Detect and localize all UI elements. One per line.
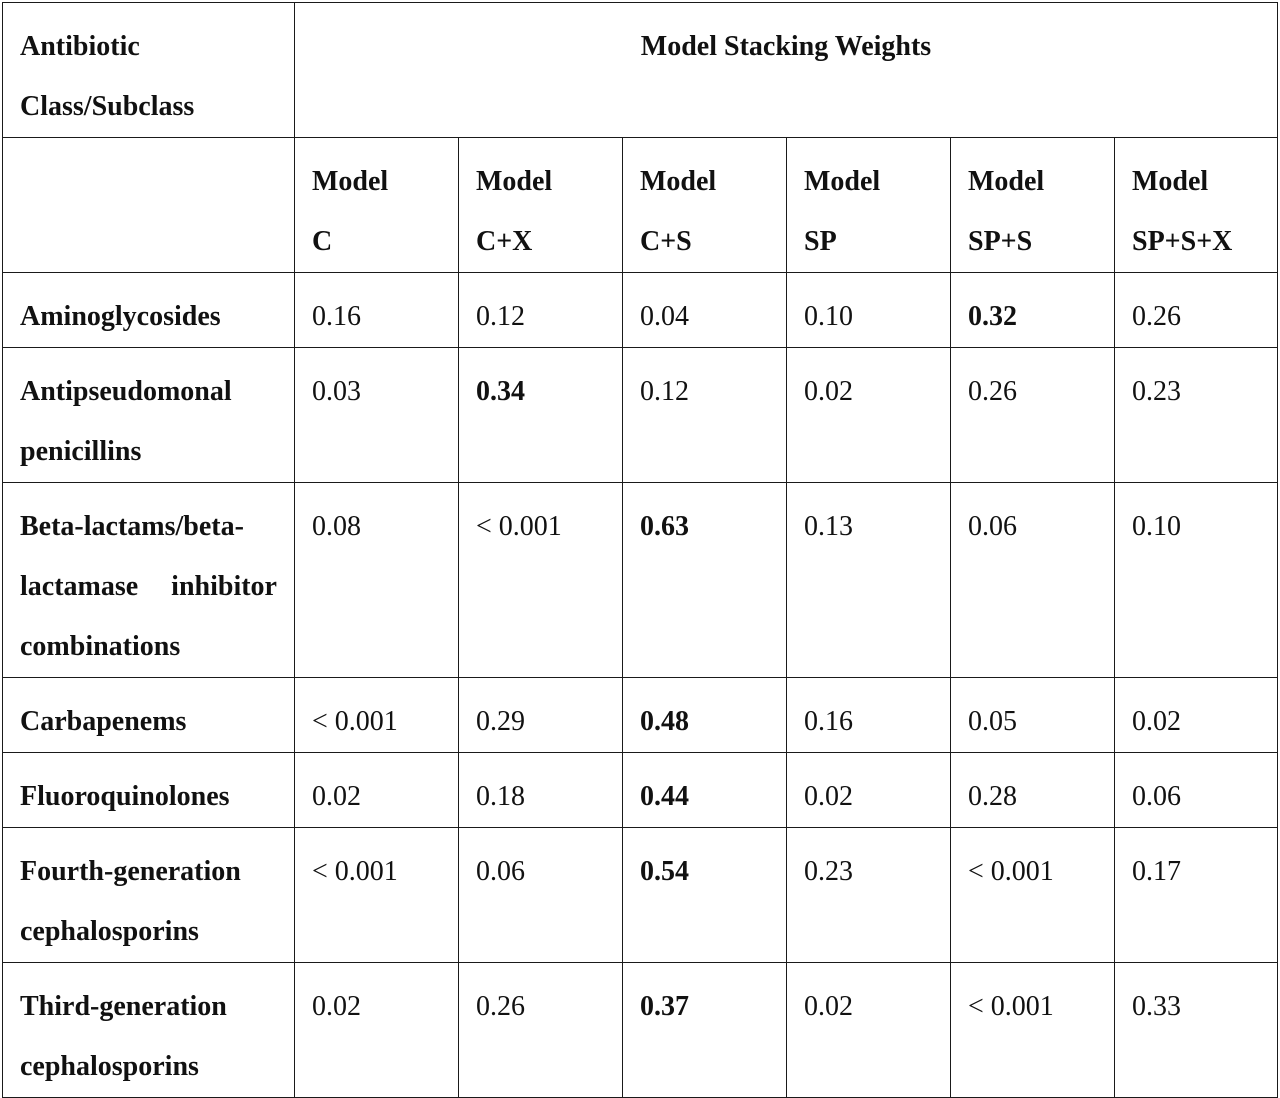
table-cell: 0.03 xyxy=(294,347,459,483)
table-cell: 0.10 xyxy=(786,272,951,348)
column-header: Model SP xyxy=(786,137,951,273)
table-cell: < 0.001 xyxy=(950,827,1115,963)
table-cell: 0.63 xyxy=(622,482,787,678)
table-cell: 0.29 xyxy=(458,677,623,753)
table-cell: 0.10 xyxy=(1114,482,1278,678)
table-cell: 0.23 xyxy=(786,827,951,963)
row-label: Third-generation cephalosporins xyxy=(2,962,295,1098)
table-cell: 0.18 xyxy=(458,752,623,828)
table-row: Third-generation cephalosporins 0.02 0.26 0… xyxy=(2,962,1278,1098)
row-label: Antipseudomonal penicillins xyxy=(2,347,295,483)
table-cell: 0.06 xyxy=(950,482,1115,678)
table-cell: < 0.001 xyxy=(294,677,459,753)
header-row-2: Model C Model C+X Model C+S Model SP Model SP… xyxy=(2,137,1278,273)
column-header: Model SP+S xyxy=(950,137,1115,273)
table-cell: 0.16 xyxy=(786,677,951,753)
column-header: Model C xyxy=(294,137,459,273)
table-cell: 0.02 xyxy=(1114,677,1278,753)
table-cell: < 0.001 xyxy=(950,962,1115,1098)
table-row: Fourth-generation cephalosporins < 0.001 0… xyxy=(2,827,1278,963)
column-header: Model C+S xyxy=(622,137,787,273)
table-cell: 0.12 xyxy=(622,347,787,483)
table-cell: 0.08 xyxy=(294,482,459,678)
row-label: Fluoroquinolones xyxy=(2,752,295,828)
table-cell: 0.32 xyxy=(950,272,1115,348)
table-cell: 0.06 xyxy=(458,827,623,963)
table-cell: 0.26 xyxy=(458,962,623,1098)
table-cell: 0.33 xyxy=(1114,962,1278,1098)
empty-header-cell xyxy=(2,137,295,273)
table-row: Antipseudomonal penicillins 0.03 0.34 0.12 0… xyxy=(2,347,1278,483)
table-cell: 0.48 xyxy=(622,677,787,753)
row-label: Fourth-generation cephalosporins xyxy=(2,827,295,963)
group-header: Model Stacking Weights xyxy=(294,2,1278,138)
table-cell: 0.02 xyxy=(294,962,459,1098)
table-cell: 0.17 xyxy=(1114,827,1278,963)
table-row: Carbapenems < 0.001 0.29 0.48 0.16 0.05 0.02 xyxy=(2,677,1278,753)
table-cell: 0.23 xyxy=(1114,347,1278,483)
table-cell: 0.12 xyxy=(458,272,623,348)
table-row: Beta-lactams/beta-lactamase inhibitor co… xyxy=(2,482,1278,678)
table-cell: 0.05 xyxy=(950,677,1115,753)
table-cell: 0.34 xyxy=(458,347,623,483)
table-cell: 0.02 xyxy=(786,962,951,1098)
table-cell: 0.26 xyxy=(950,347,1115,483)
table-cell: 0.54 xyxy=(622,827,787,963)
table-cell: 0.02 xyxy=(786,752,951,828)
table-cell: < 0.001 xyxy=(294,827,459,963)
table-cell: 0.02 xyxy=(786,347,951,483)
table-cell: 0.06 xyxy=(1114,752,1278,828)
table-cell: 0.13 xyxy=(786,482,951,678)
table-cell: 0.44 xyxy=(622,752,787,828)
table-cell: 0.37 xyxy=(622,962,787,1098)
row-label: Carbapenems xyxy=(2,677,295,753)
table-cell: 0.16 xyxy=(294,272,459,348)
table-cell: 0.02 xyxy=(294,752,459,828)
table-row: Aminoglycosides 0.16 0.12 0.04 0.10 0.32 0.26 xyxy=(2,272,1278,348)
column-header: Model C+X xyxy=(458,137,623,273)
table-cell: 0.04 xyxy=(622,272,787,348)
header-row-1: Antibiotic Class/Subclass Model Stacking… xyxy=(2,2,1278,138)
row-label: Aminoglycosides xyxy=(2,272,295,348)
column-header: Model SP+S+X xyxy=(1114,137,1278,273)
row-label: Beta-lactams/beta-lactamase inhibitor co… xyxy=(2,482,295,678)
table-cell: 0.28 xyxy=(950,752,1115,828)
table-body: Aminoglycosides 0.16 0.12 0.04 0.10 0.32 0.26 A… xyxy=(2,272,1278,1098)
corner-header: Antibiotic Class/Subclass xyxy=(2,2,295,138)
table-cell: 0.26 xyxy=(1114,272,1278,348)
table-cell: < 0.001 xyxy=(458,482,623,678)
table-row: Fluoroquinolones 0.02 0.18 0.44 0.02 0.28 0.06 xyxy=(2,752,1278,828)
